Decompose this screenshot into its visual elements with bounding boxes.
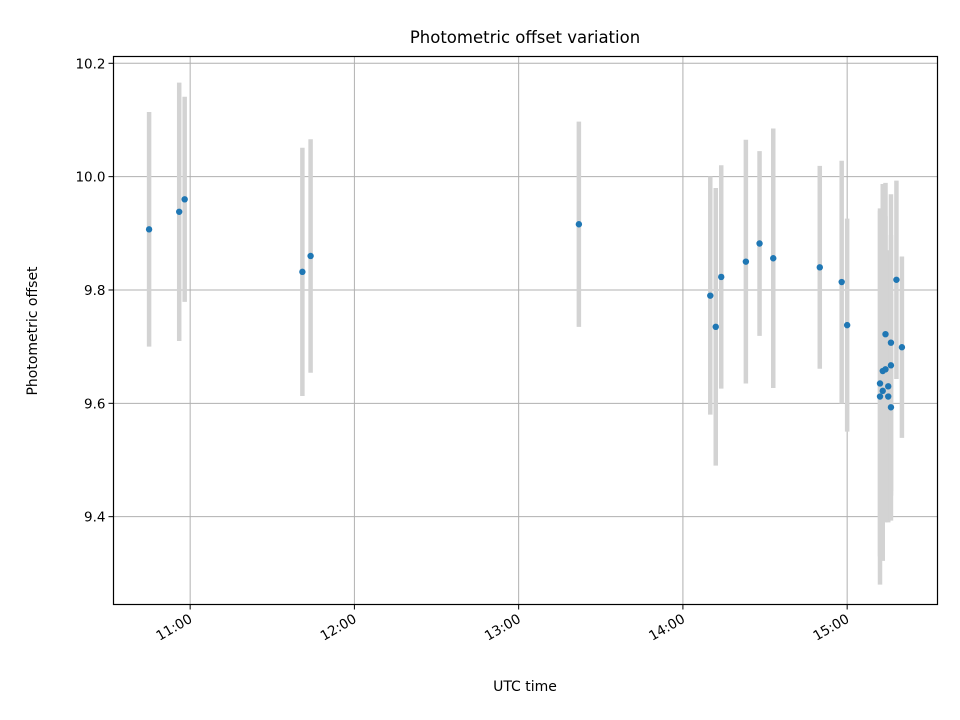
data-point: [145, 226, 153, 233]
data-point: [898, 344, 906, 351]
y-tick-label: 9.4: [84, 510, 105, 526]
data-point: [879, 387, 886, 395]
data-point: [816, 264, 823, 271]
data-point: [299, 268, 306, 276]
data-point: [882, 330, 889, 338]
data-point: [887, 404, 895, 411]
data-point: [707, 292, 714, 299]
data-point: [876, 380, 884, 387]
data-point: [885, 383, 892, 390]
data-point: [876, 393, 884, 400]
y-tick-label: 10.2: [75, 56, 105, 72]
chart-title: Photometric offset variation: [410, 28, 640, 47]
data-point: [712, 323, 719, 331]
y-tick-label: 9.8: [84, 283, 105, 299]
data-point: [838, 278, 845, 286]
data-point: [843, 321, 851, 329]
data-point: [882, 366, 889, 373]
data-point: [575, 221, 583, 228]
data-point: [887, 339, 895, 346]
plot-frame: [112, 55, 939, 606]
x-axis-label: UTC time: [493, 679, 557, 695]
y-axis-label: Photometric offset: [25, 266, 41, 396]
data-point: [893, 276, 900, 283]
y-axis: 9.4 9.6 9.8 10.0 10.2: [75, 56, 114, 526]
y-tick-label: 10.0: [75, 170, 105, 186]
data-point: [176, 208, 183, 215]
data-points: [145, 196, 906, 411]
data-point: [181, 196, 188, 203]
data-point: [887, 362, 895, 369]
y-tick-label: 9.6: [84, 396, 105, 412]
data-point: [770, 255, 777, 262]
data-point: [742, 258, 750, 265]
data-point: [718, 273, 725, 281]
data-point: [307, 252, 314, 260]
data-point: [885, 393, 892, 400]
data-point: [756, 240, 763, 247]
